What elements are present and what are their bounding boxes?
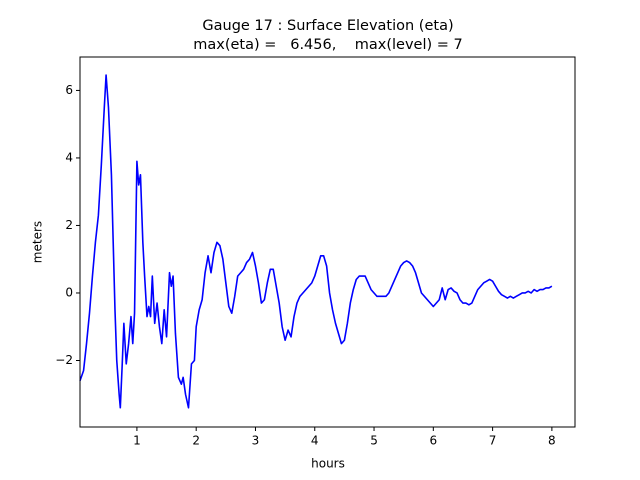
y-tick-label: 6 [65, 83, 73, 97]
x-tick-label: 4 [311, 434, 319, 448]
y-tick-label: 0 [65, 285, 73, 299]
plot-frame [79, 56, 576, 428]
x-tick-label: 2 [192, 434, 200, 448]
chart-title: Gauge 17 : Surface Elevation (eta) [202, 18, 453, 34]
x-axis-label: hours [311, 457, 345, 471]
y-tick-label: 2 [65, 218, 73, 232]
y-tick-label: 4 [65, 150, 73, 164]
x-tick-label: 7 [489, 434, 497, 448]
y-tick-label: −2 [55, 353, 73, 367]
x-tick-label: 1 [133, 434, 141, 448]
y-axis-label: meters [31, 221, 45, 263]
data-line [79, 74, 553, 409]
x-tick-label: 6 [429, 434, 437, 448]
x-tick-label: 3 [252, 434, 260, 448]
x-tick-label: 5 [370, 434, 378, 448]
x-tick-label: 8 [548, 434, 556, 448]
chart-subtitle: max(eta) = 6.456, max(level) = 7 [193, 37, 463, 53]
